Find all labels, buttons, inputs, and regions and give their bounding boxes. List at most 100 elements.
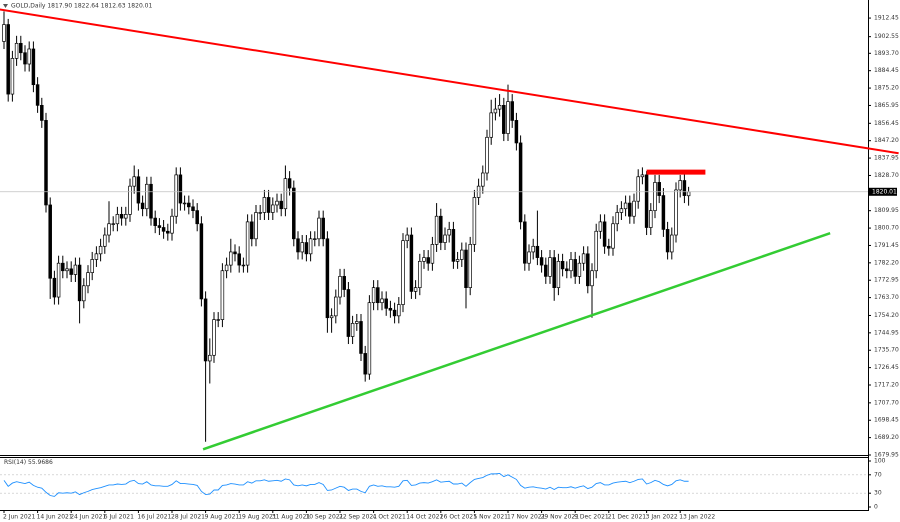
candle-body <box>157 225 162 228</box>
rsi-last: 55.9686 <box>28 459 53 466</box>
y-tick-label: 1679.95 <box>874 452 899 459</box>
candle-body <box>313 238 317 240</box>
candle-body <box>19 42 23 54</box>
candle-body <box>283 178 288 210</box>
candle-body <box>77 264 82 302</box>
y-tick-label: 1689.20 <box>874 434 899 441</box>
candle-body <box>128 185 132 215</box>
x-tick-label: 9 Aug 2021 <box>205 514 240 521</box>
candle-body <box>279 200 283 210</box>
candle-body <box>145 183 149 210</box>
y-tick-label: 1698.45 <box>874 417 899 424</box>
candle-body <box>174 174 178 217</box>
candle-body <box>140 202 145 210</box>
rsi-label: RSI(14) 55.9686 <box>4 459 53 466</box>
candle-body <box>187 202 191 208</box>
candle-body <box>73 264 78 275</box>
candle-body <box>581 253 586 264</box>
candle-body <box>523 221 527 264</box>
candle-body <box>468 244 472 288</box>
candle-body <box>518 142 523 223</box>
candle-body <box>115 214 120 225</box>
candle-body <box>497 105 502 110</box>
candle-body <box>481 172 485 187</box>
candle-body <box>170 215 174 234</box>
candle-body <box>586 253 590 287</box>
candle-body <box>665 229 670 253</box>
candle-body <box>527 251 531 264</box>
x-tick-label: 31 Aug 2021 <box>272 514 311 521</box>
candle-body <box>460 249 464 260</box>
candle-body <box>308 238 313 255</box>
candle-body <box>531 245 535 253</box>
candle-body <box>653 182 657 211</box>
candle-body <box>216 319 220 321</box>
candle-body <box>363 353 367 375</box>
x-tick-label: 10 Sep 2021 <box>305 514 343 521</box>
candle-body <box>506 101 510 134</box>
candle-body <box>636 176 640 202</box>
candle-body <box>212 319 216 356</box>
candle-body <box>397 304 401 317</box>
candle-body <box>153 217 157 226</box>
candle-body <box>136 176 141 204</box>
candle-body <box>560 260 565 270</box>
candle-body <box>355 321 359 324</box>
candle-body <box>199 223 204 300</box>
candle-body <box>82 285 86 302</box>
y-tick-label: 1782.20 <box>874 259 899 266</box>
x-tick-label: 2 Jun 2021 <box>3 514 35 521</box>
candle-body <box>191 206 195 211</box>
candle-body <box>69 268 73 275</box>
x-tick-label: 13 Jan 2022 <box>679 514 715 521</box>
candle-body <box>321 217 325 240</box>
candle-body <box>594 230 598 272</box>
candle-body <box>535 245 540 258</box>
candle-body <box>644 174 649 228</box>
candle-body <box>619 208 624 213</box>
candle-body <box>342 276 346 290</box>
candle-body <box>338 276 342 298</box>
y-tick-label: 1847.20 <box>874 137 899 144</box>
candle-body <box>657 182 661 196</box>
candle-body <box>31 48 36 86</box>
candle-body <box>124 214 128 219</box>
candle-body <box>44 120 48 206</box>
candle-body <box>90 259 94 273</box>
y-tick-label: 1809.95 <box>874 207 899 214</box>
candle-body <box>266 197 271 213</box>
candle-body <box>380 298 384 304</box>
candle-body <box>371 287 376 304</box>
candle-body <box>514 120 519 144</box>
candle-body <box>220 270 225 320</box>
candle-body <box>296 238 300 253</box>
x-tick-label: 14 Oct 2021 <box>406 514 443 521</box>
candle-body <box>623 202 628 210</box>
x-tick-label: 29 Nov 2021 <box>541 514 580 521</box>
y-tick-label: 1837.95 <box>874 155 899 162</box>
candle-body <box>237 253 241 266</box>
candle-body <box>439 215 443 243</box>
candle-body <box>258 212 262 214</box>
candle-body <box>94 253 99 260</box>
candle-body <box>86 272 90 287</box>
y-tick-label: 1772.95 <box>874 277 899 284</box>
candle-body <box>161 227 166 232</box>
candle-body <box>426 257 430 264</box>
chart-icon <box>3 4 8 8</box>
x-tick-label: 21 Dec 2021 <box>608 514 647 521</box>
candle-body <box>569 259 573 272</box>
x-tick-label: 19 Aug 2021 <box>238 514 277 521</box>
candle-body <box>245 221 250 266</box>
candle-body <box>359 321 363 354</box>
candle-body <box>203 298 208 362</box>
y-tick-label: 1912.45 <box>874 15 899 22</box>
candle-body <box>628 202 632 217</box>
candle-body <box>447 229 451 236</box>
candle-body <box>119 214 124 219</box>
y-tick-label: 1902.55 <box>874 33 899 40</box>
candle-body <box>686 191 691 197</box>
candle-body <box>367 302 372 375</box>
x-tick-label: 5 Nov 2021 <box>473 514 508 521</box>
y-tick-label: 1707.70 <box>874 399 899 406</box>
